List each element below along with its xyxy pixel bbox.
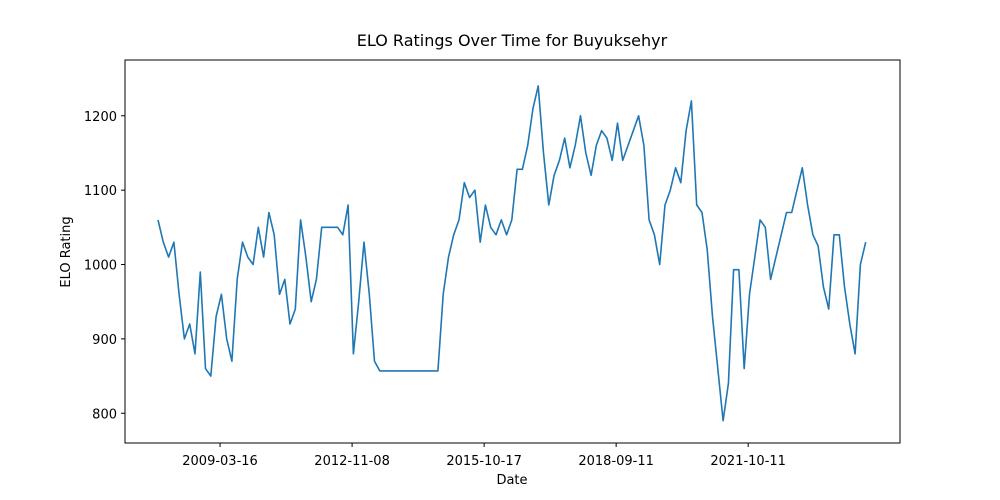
plot-frame xyxy=(124,59,901,444)
x-axis-label: Date xyxy=(496,473,527,488)
chart-title: ELO Ratings Over Time for Buyuksehyr xyxy=(357,31,668,50)
y-tick-label: 900 xyxy=(92,333,117,348)
y-tick-label: 1100 xyxy=(84,184,117,199)
y-axis-label: ELO Rating xyxy=(59,216,74,287)
x-tick-label: 2012-11-08 xyxy=(314,454,390,469)
y-tick-label: 1200 xyxy=(84,110,117,125)
y-tick-label: 1000 xyxy=(84,259,117,274)
x-tick-label: 2021-10-11 xyxy=(710,454,786,469)
x-tick-label: 2015-10-17 xyxy=(446,454,522,469)
x-tick-label: 2018-09-11 xyxy=(578,454,654,469)
y-tick-label: 800 xyxy=(92,407,117,422)
line-series xyxy=(157,85,867,422)
x-tick-label: 2009-03-16 xyxy=(182,454,258,469)
